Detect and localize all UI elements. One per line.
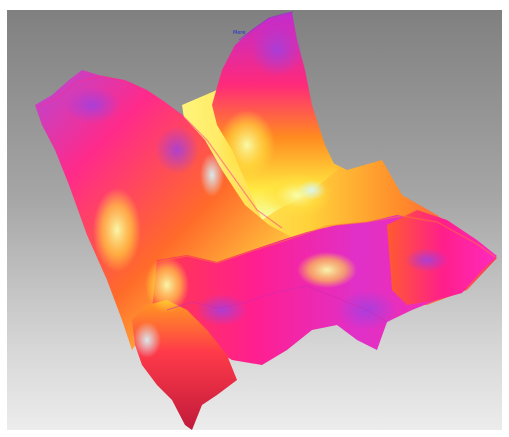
terrain-ridgeline — [166, 285, 388, 323]
terrain-highlight — [93, 188, 141, 272]
terrain-shade — [64, 87, 120, 123]
terrain-highlight — [297, 252, 357, 288]
3d-surface-viewport[interactable]: Mere — [7, 10, 502, 430]
terrain-ridgeline — [238, 11, 294, 41]
viewport-label: Mere — [233, 30, 246, 36]
terrain-highlight — [133, 322, 161, 358]
terrain-shade — [196, 294, 248, 326]
terrain-surface-plot[interactable] — [7, 10, 502, 430]
terrain-shade — [251, 24, 303, 76]
terrain-highlight — [145, 257, 189, 313]
terrain-highlight — [200, 153, 224, 197]
terrain-highlight — [219, 110, 275, 180]
terrain-shade — [405, 248, 449, 272]
terrain-shade — [155, 126, 199, 174]
terrain-ridgeline — [156, 215, 496, 264]
terrain-ridgeline — [36, 75, 283, 229]
terrain-highlight — [298, 180, 326, 200]
